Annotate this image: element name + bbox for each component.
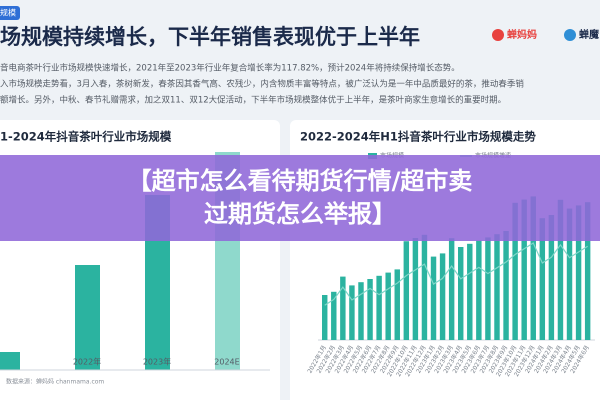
trend-line — [324, 242, 588, 306]
bar — [0, 352, 20, 370]
bar — [566, 208, 573, 340]
bar — [539, 218, 546, 340]
bar — [403, 241, 410, 340]
right-bars: 2022年1月2022年2月2022年3月2022年4月2022年5月2022年… — [306, 196, 591, 378]
bar — [485, 237, 491, 340]
banner-text: 【超市怎么看待期货行情/超市卖 — [128, 167, 473, 195]
bar — [458, 247, 464, 340]
paragraph-line: 音电商茶叶行业市场规模快速增长，2021年至2023年行业年复合增长率为117.… — [0, 63, 460, 74]
bar — [503, 231, 509, 340]
paragraph-line: 入市场规模走势看，3月入春，茶树新发，春茶因其香气高、农残少，内含物质丰富等特点… — [0, 79, 524, 90]
logo-icon — [492, 29, 504, 41]
x-label: 2022年 — [73, 357, 101, 367]
bar — [575, 205, 582, 340]
bar — [548, 215, 555, 340]
logo: 蝉魔 — [579, 28, 600, 41]
bar — [521, 199, 527, 340]
bar — [512, 202, 518, 340]
banner-text: 过期货怎么举报】 — [204, 200, 396, 228]
bar — [331, 291, 337, 340]
bar — [430, 256, 437, 340]
bar — [412, 238, 419, 340]
bar — [584, 202, 591, 340]
headline: 场规模持续增长，下半年销售表现优于上半年 — [0, 25, 420, 49]
logo: 蝉妈妈 — [507, 28, 537, 41]
bar — [75, 265, 100, 370]
source: 数据来源：蝉妈妈 chanmama.com — [6, 378, 104, 386]
paragraph-line: 额增长。另外，中秋、春节礼赠需求，加之双11、双12大促活动，下半年市场规模整体… — [0, 95, 506, 106]
bar — [367, 279, 373, 340]
banner — [0, 155, 600, 241]
bar — [385, 272, 391, 340]
tag-box — [0, 6, 20, 20]
chart-title: 1-2024年抖音茶叶行业市场规模 — [0, 130, 172, 144]
bar — [376, 275, 382, 340]
bar — [530, 196, 536, 340]
bar — [476, 240, 482, 340]
bar — [448, 238, 455, 340]
logo-icon — [564, 29, 576, 41]
bar — [322, 295, 328, 340]
bar — [467, 243, 473, 340]
chart-title: 2022-2024年H1抖音茶叶行业市场规模走势 — [300, 130, 536, 144]
bar — [340, 276, 346, 340]
bar — [358, 282, 364, 340]
tag: 规模 — [0, 8, 16, 18]
bar — [557, 199, 564, 340]
bar — [439, 253, 446, 340]
x-label: 2023年 — [143, 357, 171, 367]
bar — [394, 269, 400, 340]
x-label: 2024E — [214, 358, 239, 367]
bar — [421, 234, 428, 340]
bar — [349, 285, 355, 340]
bar — [494, 234, 500, 340]
